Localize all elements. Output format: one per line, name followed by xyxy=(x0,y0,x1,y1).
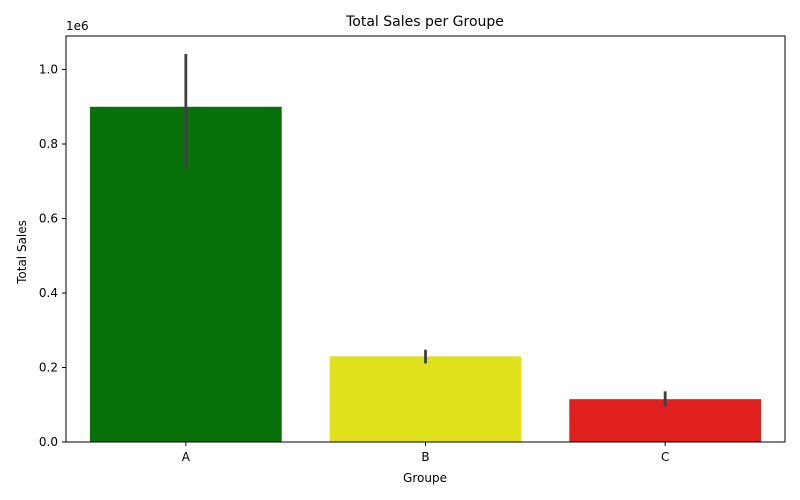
y-tick-label: 0.6 xyxy=(39,212,58,226)
y-tick-label: 0.8 xyxy=(39,137,58,151)
x-axis-label: Groupe xyxy=(403,471,447,485)
y-tick-label: 1.0 xyxy=(39,63,58,77)
y-axis: 0.0 0.2 0.4 0.6 0.8 1.0 xyxy=(39,63,66,449)
bar-B xyxy=(329,356,522,442)
y-axis-label: Total Sales xyxy=(15,220,29,285)
bars-group xyxy=(89,106,762,443)
plot-frame xyxy=(65,35,786,443)
y-tick-label: 0.0 xyxy=(39,435,58,449)
x-tick-label-B: B xyxy=(421,450,429,464)
x-axis: A B C xyxy=(182,442,669,464)
x-tick-label-C: C xyxy=(661,450,669,464)
y-tick-label: 0.2 xyxy=(39,361,58,375)
y-offset-label: 1e6 xyxy=(66,19,89,33)
error-bars-group xyxy=(184,53,667,407)
x-tick-label-A: A xyxy=(182,450,191,464)
y-tick-label: 0.4 xyxy=(39,286,58,300)
chart-title: Total Sales per Groupe xyxy=(345,14,504,30)
